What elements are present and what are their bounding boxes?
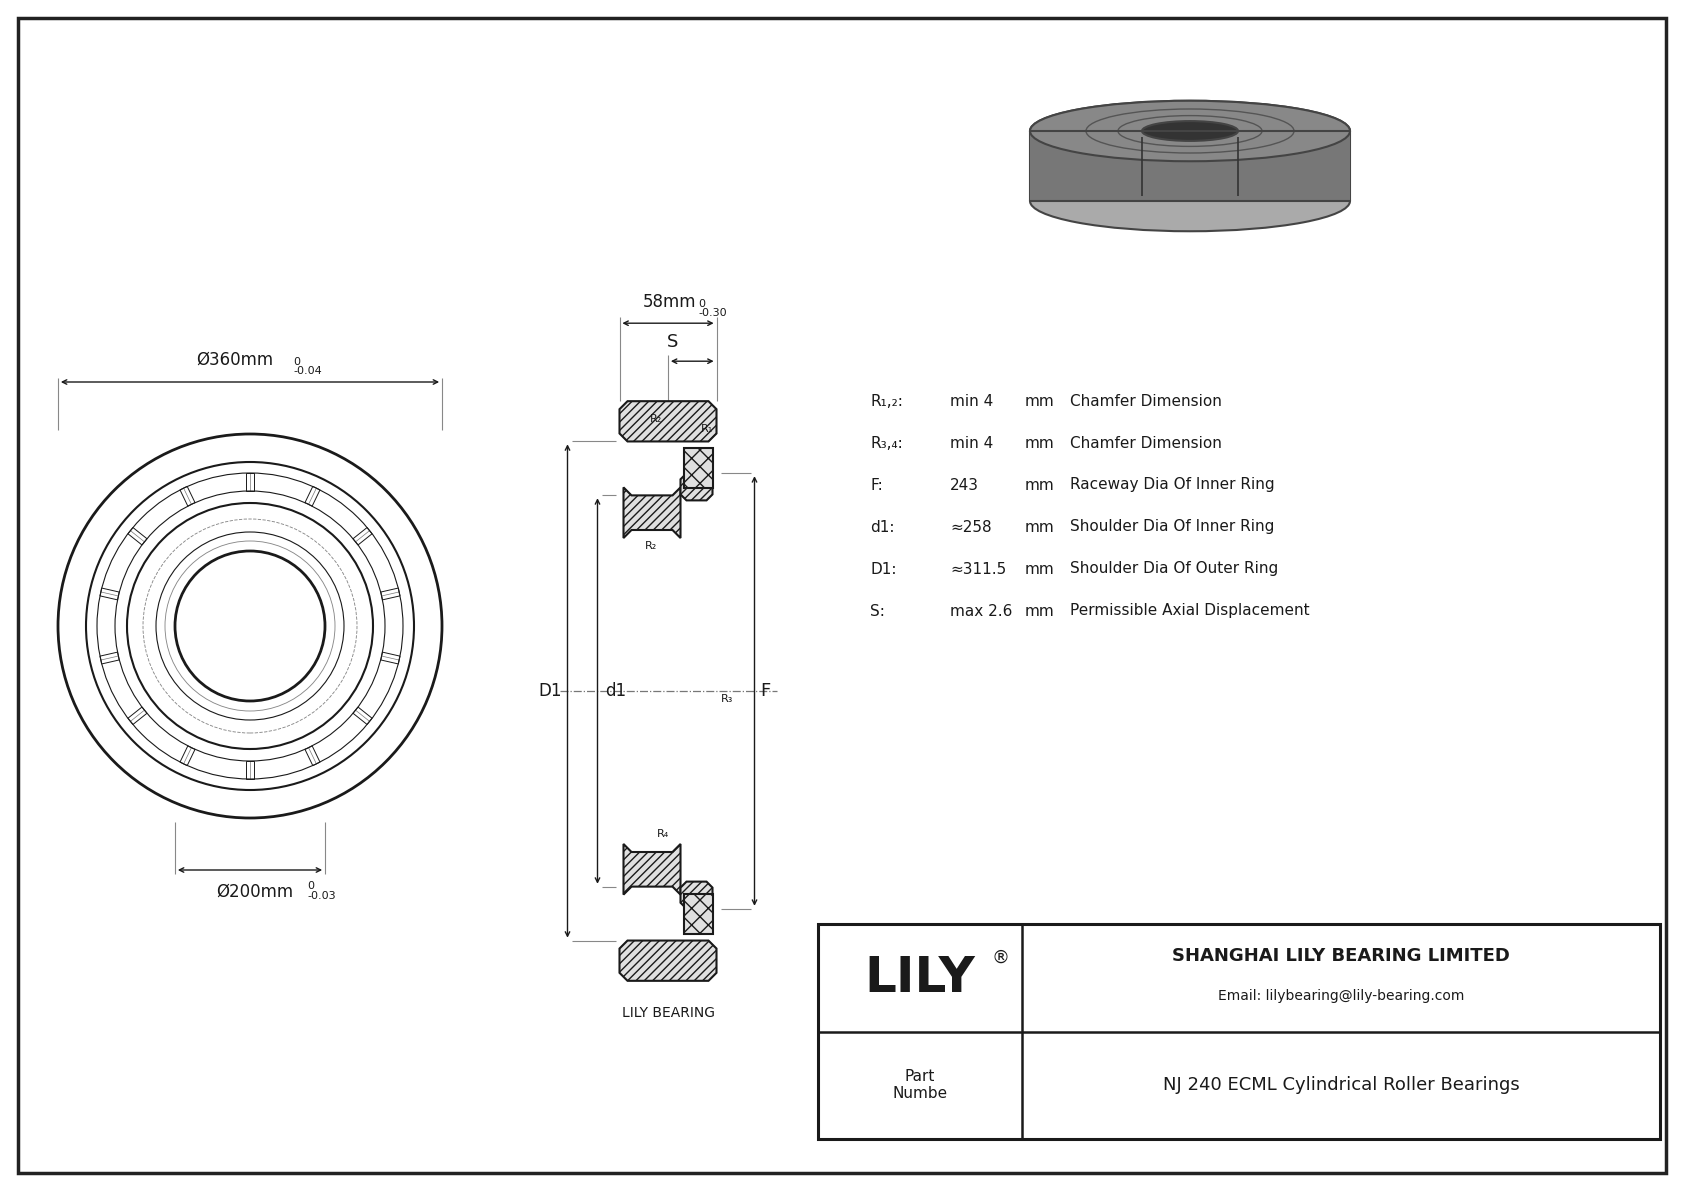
Text: 0: 0 bbox=[306, 881, 313, 891]
Text: R₄: R₄ bbox=[657, 829, 670, 838]
Bar bbox=[354, 528, 372, 545]
Bar bbox=[180, 486, 195, 506]
Text: Permissible Axial Displacement: Permissible Axial Displacement bbox=[1069, 604, 1310, 618]
Ellipse shape bbox=[1031, 101, 1351, 161]
Text: min 4: min 4 bbox=[950, 393, 994, 409]
Bar bbox=[684, 449, 712, 488]
Text: Raceway Dia Of Inner Ring: Raceway Dia Of Inner Ring bbox=[1069, 478, 1275, 493]
Bar bbox=[381, 588, 401, 600]
Bar bbox=[128, 528, 147, 545]
Text: Ø200mm: Ø200mm bbox=[217, 883, 293, 902]
Text: 243: 243 bbox=[950, 478, 978, 493]
Text: R₁: R₁ bbox=[701, 424, 712, 435]
Text: min 4: min 4 bbox=[950, 436, 994, 450]
Bar bbox=[99, 653, 120, 663]
Text: Email: lilybearing@lily-bearing.com: Email: lilybearing@lily-bearing.com bbox=[1218, 989, 1463, 1003]
Text: SHANGHAI LILY BEARING LIMITED: SHANGHAI LILY BEARING LIMITED bbox=[1172, 947, 1511, 965]
Text: 0: 0 bbox=[293, 357, 300, 367]
Bar bbox=[99, 588, 120, 600]
Text: R₂: R₂ bbox=[645, 541, 658, 551]
Text: mm: mm bbox=[1026, 436, 1054, 450]
Text: S: S bbox=[667, 333, 679, 351]
Text: F:: F: bbox=[871, 478, 882, 493]
Text: R₁,₂:: R₁,₂: bbox=[871, 393, 903, 409]
Text: R₃,₄:: R₃,₄: bbox=[871, 436, 903, 450]
Bar bbox=[305, 746, 320, 766]
Text: -0.03: -0.03 bbox=[306, 891, 335, 902]
Bar bbox=[381, 653, 401, 663]
Text: Chamfer Dimension: Chamfer Dimension bbox=[1069, 393, 1223, 409]
Text: -0.04: -0.04 bbox=[293, 366, 322, 376]
Text: d1:: d1: bbox=[871, 519, 894, 535]
Text: R₁: R₁ bbox=[632, 500, 643, 511]
Text: D1: D1 bbox=[537, 682, 561, 700]
Bar bbox=[128, 707, 147, 724]
Text: mm: mm bbox=[1026, 519, 1054, 535]
Text: LILY: LILY bbox=[864, 954, 975, 1002]
Text: Chamfer Dimension: Chamfer Dimension bbox=[1069, 436, 1223, 450]
Polygon shape bbox=[680, 881, 712, 909]
Text: Shoulder Dia Of Inner Ring: Shoulder Dia Of Inner Ring bbox=[1069, 519, 1275, 535]
Bar bbox=[684, 449, 712, 488]
Text: Ø360mm: Ø360mm bbox=[197, 351, 273, 369]
Text: R₂: R₂ bbox=[650, 414, 662, 424]
Text: NJ 240 ECML Cylindrical Roller Bearings: NJ 240 ECML Cylindrical Roller Bearings bbox=[1162, 1077, 1519, 1095]
Bar bbox=[180, 746, 195, 766]
Polygon shape bbox=[620, 941, 716, 981]
Polygon shape bbox=[620, 401, 716, 442]
Text: ≈311.5: ≈311.5 bbox=[950, 561, 1007, 576]
Bar bbox=[818, 924, 1660, 1139]
Ellipse shape bbox=[1031, 170, 1351, 231]
Ellipse shape bbox=[1142, 121, 1238, 141]
Text: mm: mm bbox=[1026, 604, 1054, 618]
Bar bbox=[246, 761, 254, 779]
Bar bbox=[246, 473, 254, 491]
Text: -0.30: -0.30 bbox=[697, 308, 726, 318]
Text: Shoulder Dia Of Outer Ring: Shoulder Dia Of Outer Ring bbox=[1069, 561, 1278, 576]
Bar bbox=[305, 486, 320, 506]
Text: LILY BEARING: LILY BEARING bbox=[621, 1006, 714, 1019]
Text: R₃: R₃ bbox=[721, 694, 733, 704]
Text: 58mm: 58mm bbox=[643, 293, 697, 311]
Text: mm: mm bbox=[1026, 561, 1054, 576]
Polygon shape bbox=[1031, 131, 1351, 201]
Bar bbox=[684, 893, 712, 934]
Text: F: F bbox=[761, 682, 771, 700]
Polygon shape bbox=[623, 844, 680, 894]
Bar bbox=[684, 893, 712, 934]
Text: Part
Numbe: Part Numbe bbox=[893, 1070, 948, 1102]
Polygon shape bbox=[623, 487, 680, 538]
Text: 0: 0 bbox=[697, 299, 706, 310]
Text: D1:: D1: bbox=[871, 561, 896, 576]
Text: mm: mm bbox=[1026, 478, 1054, 493]
Text: max 2.6: max 2.6 bbox=[950, 604, 1012, 618]
Text: mm: mm bbox=[1026, 393, 1054, 409]
Bar bbox=[354, 707, 372, 724]
Polygon shape bbox=[680, 473, 712, 500]
Text: ≈258: ≈258 bbox=[950, 519, 992, 535]
Text: d1: d1 bbox=[606, 682, 626, 700]
Text: S:: S: bbox=[871, 604, 884, 618]
Text: ®: ® bbox=[990, 949, 1009, 967]
